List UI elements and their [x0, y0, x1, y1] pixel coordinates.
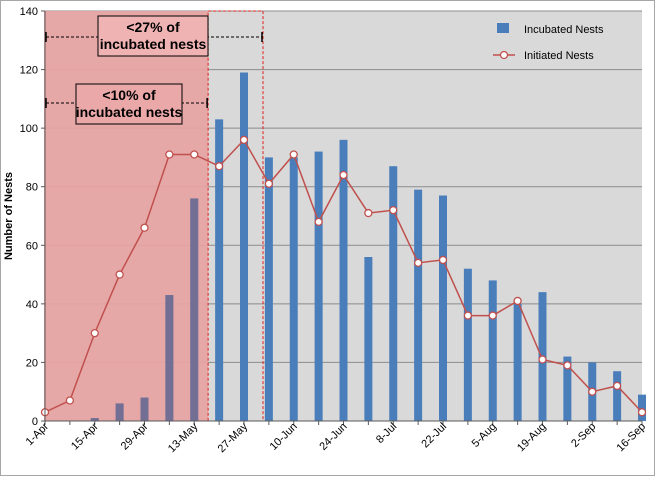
x-tick-label: 2-Sep	[569, 421, 598, 450]
legend-label: Incubated Nests	[524, 24, 604, 36]
incubated-bar	[264, 157, 273, 421]
legend-swatch-bar	[497, 23, 509, 33]
incubated-bar	[314, 151, 323, 422]
incubated-bar-tint	[115, 403, 124, 421]
incubated-bar	[414, 189, 423, 421]
initiated-point	[289, 150, 298, 159]
incubated-bar	[165, 295, 174, 421]
y-tick-label: 80	[26, 182, 38, 194]
x-tick-label: 29-Apr	[119, 420, 151, 452]
incubated-bar	[364, 257, 373, 421]
legend-label: Initiated Nests	[524, 50, 594, 62]
initiated-point	[214, 162, 224, 171]
incubated-bar	[463, 268, 472, 421]
initiated-point	[389, 205, 398, 215]
incubated-bar	[140, 397, 149, 421]
x-tick-label: 27-May	[216, 420, 251, 455]
y-tick-label: 40	[26, 299, 38, 311]
initiated-point	[140, 223, 149, 232]
x-tick-label: 8-Jul	[374, 421, 399, 446]
y-tick-label: 60	[26, 240, 38, 252]
incubated-bar-tint	[140, 397, 149, 421]
annotation-label: <27% of	[126, 19, 180, 35]
incubated-bar	[389, 166, 398, 421]
incubated-bar	[439, 195, 447, 421]
annotation-label: incubated nests	[100, 36, 207, 52]
initiated-point	[637, 408, 647, 417]
incubated-bar-tint	[165, 295, 174, 421]
annotation-box	[97, 15, 209, 57]
incubated-bar-tint	[190, 198, 199, 421]
y-tick-label: 120	[20, 65, 38, 77]
initiated-point	[65, 396, 75, 405]
initiated-point	[438, 255, 448, 265]
y-tick-label: 140	[20, 6, 38, 18]
axes	[41, 10, 643, 425]
x-tick-label: 15-Apr	[69, 420, 101, 452]
initiated-point	[588, 387, 597, 396]
initiated-line	[40, 135, 647, 417]
x-tick-label: 13-May	[166, 420, 201, 455]
initiated-point	[314, 217, 323, 227]
incubated-bar	[190, 198, 199, 421]
x-tick-labels: 1-Apr 15-Apr 29-Apr 13-May 27-May 10-Jun 24-Ju…	[24, 420, 649, 455]
incubated-bar	[613, 371, 622, 421]
incubated-bar	[638, 394, 646, 421]
initiated-point	[463, 311, 473, 320]
initiated-point	[264, 179, 274, 188]
initiated-point	[513, 296, 522, 306]
initiated-point	[538, 355, 547, 364]
incubated-bar	[563, 356, 572, 421]
initiated-point	[488, 311, 497, 320]
x-tick-label: 5-Aug	[470, 421, 499, 450]
incubated-bar	[215, 119, 224, 421]
initiated-point	[239, 135, 249, 145]
incubated-bar	[90, 418, 99, 421]
y-tick-label: 0	[32, 416, 38, 428]
annotation-label: <10% of	[102, 87, 156, 103]
initiated-point	[563, 361, 572, 370]
x-tick-label: 24-Jun	[317, 421, 349, 453]
x-tick-label: 1-Apr	[24, 420, 52, 448]
initiated-point	[190, 150, 199, 159]
incubated-bar	[115, 403, 124, 421]
y-tick-label: 20	[26, 357, 38, 369]
y-tick-labels: 0 20 40 60 80 100 120 140	[20, 6, 38, 428]
incubated-bar	[339, 139, 348, 421]
x-tick-label: 16-Sep	[615, 421, 649, 455]
y-axis-title: Number of Nests	[3, 172, 15, 260]
incubated-bar-tint	[90, 418, 99, 421]
initiated-point	[413, 258, 423, 268]
incubated-bar	[513, 303, 522, 421]
initiated-point	[165, 150, 174, 159]
initiated-point	[115, 270, 124, 279]
x-tick-label: 19-Aug	[515, 421, 549, 455]
initiated-point	[364, 208, 373, 218]
x-tick-label: 22-Jul	[419, 421, 449, 451]
y-tick-label: 100	[20, 123, 38, 135]
initiated-point	[339, 170, 348, 180]
early-season-shading	[44, 11, 209, 421]
x-tick-label: 10-Jun	[268, 421, 300, 453]
incubated-bar	[289, 157, 298, 421]
annotation-box	[75, 83, 183, 125]
annotation-label: incubated nests	[76, 104, 183, 120]
legend-swatch-marker	[499, 50, 509, 60]
initiated-point	[612, 381, 622, 391]
incubated-bar	[488, 280, 497, 421]
incubated-bars	[90, 72, 646, 422]
initiated-point	[90, 328, 99, 338]
incubated-bar	[240, 72, 248, 421]
legend: Incubated Nests Initiated Nests	[493, 23, 604, 62]
